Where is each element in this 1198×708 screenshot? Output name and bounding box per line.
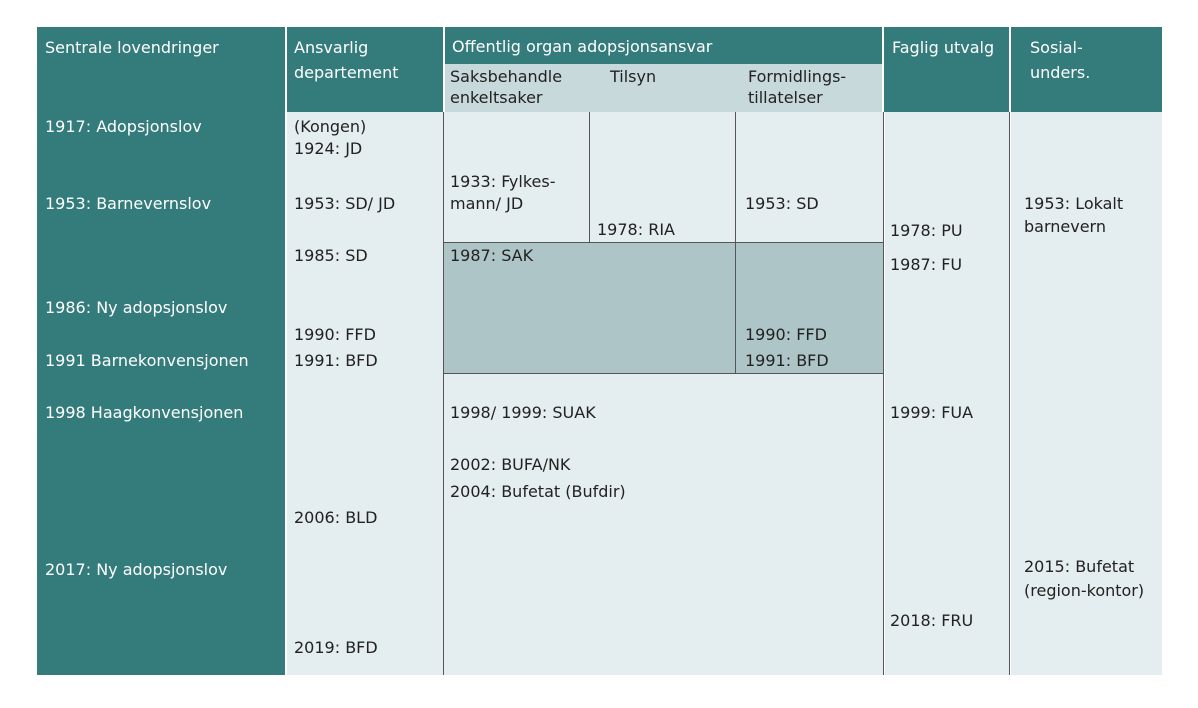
entry: 2006: BLD <box>294 508 378 527</box>
entry: 2019: BFD <box>294 638 378 657</box>
entry: 1987: FU <box>890 255 963 274</box>
entry: 2017: Ny adopsjonslov <box>45 560 228 579</box>
entry: 1933: Fylkes- <box>450 172 556 191</box>
header-cell <box>884 27 1009 112</box>
entry: 1953: SD <box>745 194 819 213</box>
header-cell <box>287 27 443 112</box>
column-body <box>1011 112 1162 675</box>
header-text: Faglig utvalg <box>892 38 995 57</box>
entry: 1986: Ny adopsjonslov <box>45 298 228 317</box>
entry: (region-kontor) <box>1024 581 1145 600</box>
subheader-text: Saksbehandle <box>450 67 563 86</box>
entry: 1998/ 1999: SUAK <box>450 403 596 422</box>
header-text: departement <box>294 63 399 82</box>
entry: 1991 Barnekonvensjonen <box>45 351 249 370</box>
header-text: Ansvarlig <box>294 38 369 57</box>
entry: 2004: Bufetat (Bufdir) <box>450 482 626 501</box>
subheader-text: tillatelser <box>748 88 823 107</box>
entry: 1990: FFD <box>745 325 827 344</box>
entry: 1990: FFD <box>294 325 376 344</box>
entry: 1991: BFD <box>745 351 829 370</box>
entry: (Kongen) <box>294 117 367 136</box>
entry: 1953: Lokalt <box>1024 194 1124 213</box>
entry: 1998 Haagkonvensjonen <box>45 403 244 422</box>
entry: 1924: JD <box>294 139 363 158</box>
header-text: Sosial- <box>1030 38 1083 57</box>
entry: 1917: Adopsjonslov <box>45 117 202 136</box>
header-cell <box>445 27 882 64</box>
entry: 2002: BUFA/NK <box>450 455 571 474</box>
entry: 1953: Barnevernslov <box>45 194 212 213</box>
entry: mann/ JD <box>450 194 524 213</box>
header-cell <box>37 27 285 112</box>
header-text: Offentlig organ adopsjonsansvar <box>452 37 713 56</box>
header-text: unders. <box>1030 63 1091 82</box>
entry: 2015: Bufetat <box>1024 557 1135 576</box>
entry: 1999: FUA <box>890 403 974 422</box>
entry: 1978: RIA <box>597 220 675 239</box>
entry: 1985: SD <box>294 246 368 265</box>
entry: 1953: SD/ JD <box>294 194 396 213</box>
entry: 1987: SAK <box>450 246 534 265</box>
header-text: Sentrale lovendringer <box>45 38 219 57</box>
subheader-text: enkeltsaker <box>450 88 543 107</box>
entry: 1991: BFD <box>294 351 378 370</box>
subheader-text: Formidlings- <box>748 67 847 86</box>
entry: 1978: PU <box>890 221 963 240</box>
cell <box>443 112 589 243</box>
cell <box>735 112 884 243</box>
cell <box>443 374 884 675</box>
cell <box>443 243 884 374</box>
subheader-row <box>445 64 882 112</box>
divider <box>1009 112 1010 675</box>
column-body <box>885 112 1009 675</box>
column-body <box>287 112 443 675</box>
subheader-text: Tilsyn <box>610 67 657 86</box>
header-cell <box>1011 27 1162 112</box>
cell <box>589 112 735 243</box>
entry: barnevern <box>1024 217 1106 236</box>
divider <box>735 243 736 374</box>
entry: 2018: FRU <box>890 611 974 630</box>
column-body <box>37 112 285 675</box>
